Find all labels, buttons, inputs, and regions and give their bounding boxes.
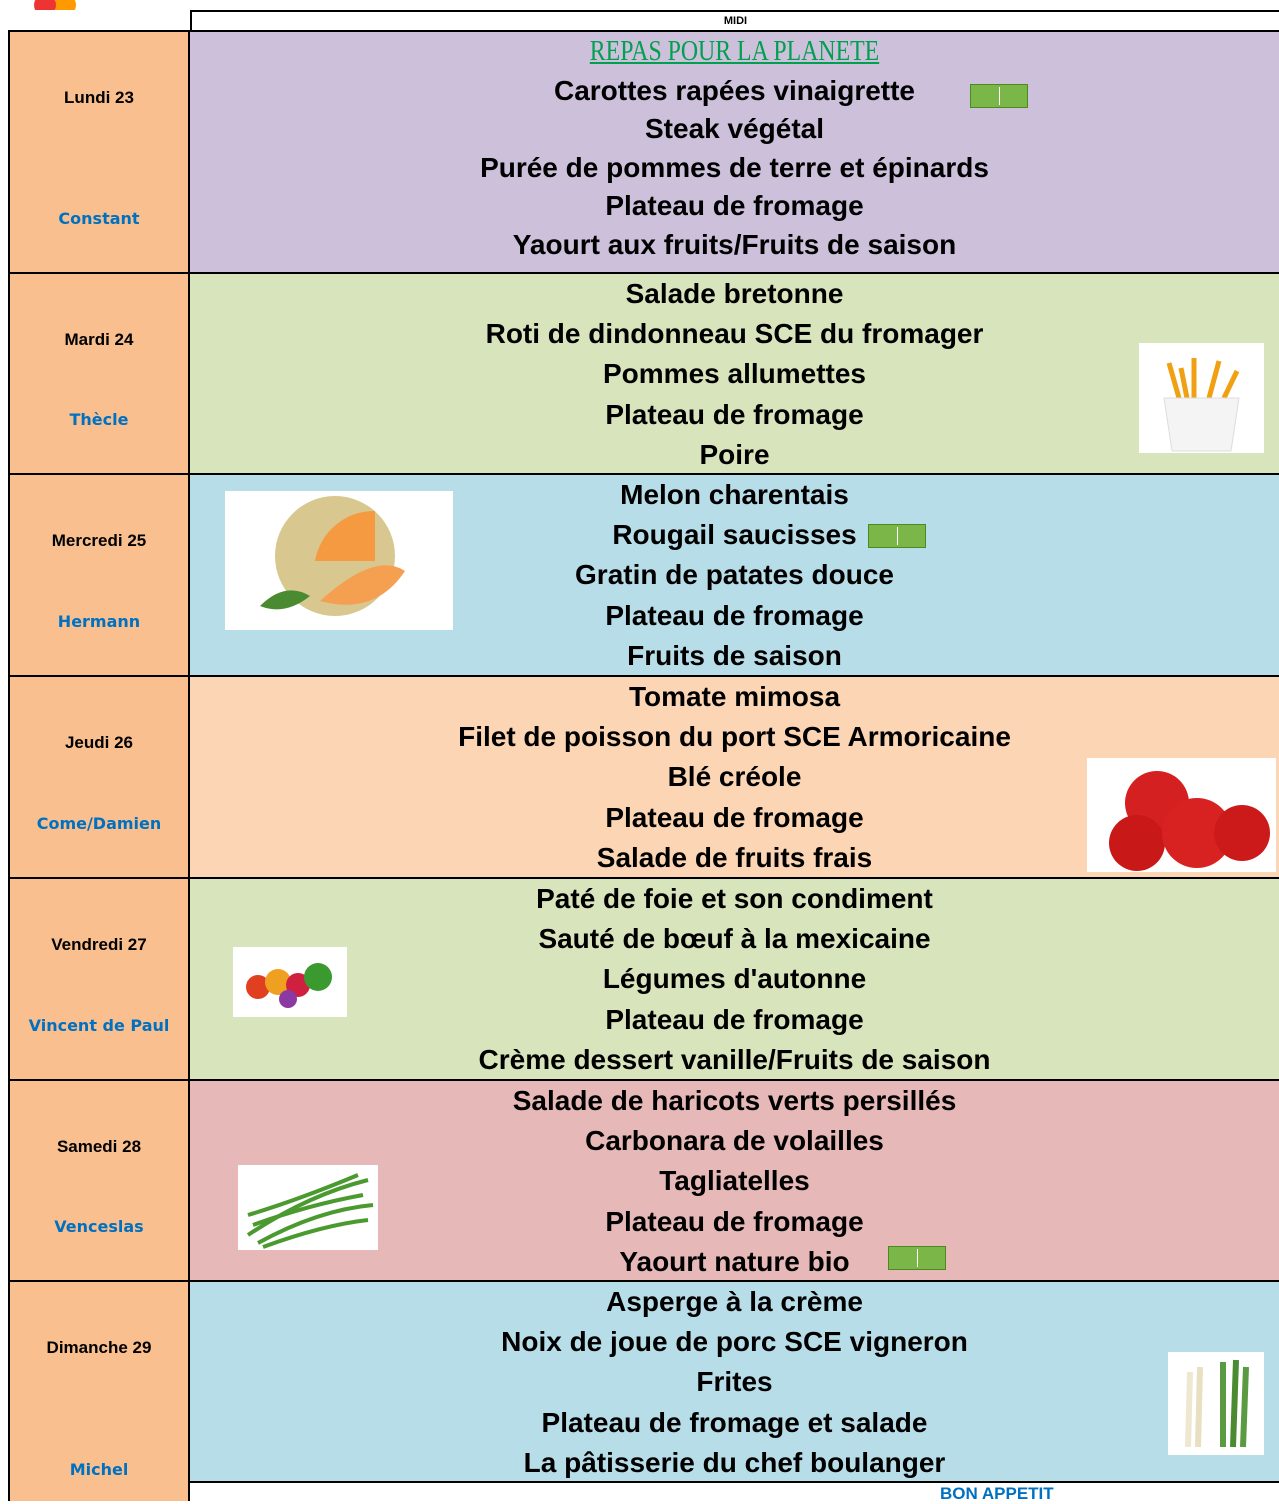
day-cell: Jeudi 26 Come/Damien <box>8 677 190 877</box>
day-name: Mercredi 25 <box>51 531 147 550</box>
menu-item: Noix de joue de porc SCE vigneron <box>501 1326 968 1358</box>
logo-icon <box>30 0 80 10</box>
bio-logo <box>888 1246 946 1270</box>
menu-item: Sauté de bœuf à la mexicaine <box>538 923 931 955</box>
day-row: Mercredi 25 Hermann Melon charentais Rougai… <box>8 473 1279 675</box>
day-row: Vendredi 27 Vincent de Paul Paté de foie e… <box>8 877 1279 1079</box>
day-cell: Dimanche 29 Michel <box>8 1282 190 1501</box>
day-row: Samedi 28 Venceslas Salade de haricots ver… <box>8 1079 1279 1280</box>
menu-item: Filet de poisson du port SCE Armoricaine <box>458 721 1011 753</box>
menu-item: Frites <box>696 1366 773 1398</box>
menu-item: Purée de pommes de terre et épinards <box>480 151 989 183</box>
menu-item: Yaourt aux fruits/Fruits de saison <box>512 228 957 260</box>
day-row: Lundi 23 Constant REPAS POUR LA PLANETE Car… <box>8 30 1279 272</box>
menu-item: Yaourt nature bio <box>619 1245 850 1277</box>
day-cell: Mardi 24 Thècle <box>8 274 190 473</box>
day-name: Dimanche 29 <box>46 1338 152 1357</box>
menu-item: Tomate mimosa <box>628 681 841 712</box>
menu-theme: REPAS POUR LA PLANETE <box>589 36 880 67</box>
menu-item: La pâtisserie du chef boulanger <box>523 1446 946 1478</box>
menu-item: Paté de foie et son condiment <box>536 883 933 914</box>
menu-item: Plateau de fromage <box>605 398 864 430</box>
tomato-image <box>1087 758 1276 872</box>
day-cell: Lundi 23 Constant <box>8 32 190 272</box>
fries-image <box>1139 343 1264 453</box>
menu-item: Fruits de saison <box>627 639 842 671</box>
day-name: Samedi 28 <box>56 1137 142 1156</box>
menu-item: Roti de dindonneau SCE du fromager <box>485 318 984 350</box>
menu-item: Gratin de patates douce <box>575 559 894 591</box>
saint-name: Thècle <box>69 410 129 429</box>
menu-cell: Paté de foie et son condiment Sauté de bœ… <box>190 879 1279 1079</box>
menu-item: Crème dessert vanille/Fruits de saison <box>478 1043 991 1075</box>
menu-item: Poire <box>699 438 770 470</box>
menu-item: Plateau de fromage <box>605 1003 864 1035</box>
table-bottom <box>190 1481 1279 1483</box>
beans-image <box>238 1165 378 1250</box>
saint-name: Constant <box>58 209 140 228</box>
saint-name: Vincent de Paul <box>28 1016 170 1035</box>
menu-item: Steak végétal <box>645 113 824 144</box>
menu-cell: Salade bretonne Roti de dindonneau SCE du… <box>190 274 1279 473</box>
menu-item: Plateau de fromage <box>605 801 864 833</box>
saint-name: Venceslas <box>54 1217 144 1236</box>
menu-cell: Asperge à la crème Noix de joue de porc S… <box>190 1282 1279 1482</box>
column-header: MIDI <box>190 10 1279 30</box>
menu-item: Asperge à la crème <box>606 1286 863 1317</box>
saint-name: Come/Damien <box>36 814 162 833</box>
day-name: Mardi 24 <box>64 330 134 349</box>
menu-item: Rougail saucisses <box>612 519 857 551</box>
menu-item: Plateau de fromage <box>605 599 864 631</box>
menu-item: Blé créole <box>667 761 802 793</box>
menu-item: Tagliatelles <box>659 1165 810 1197</box>
menu-item: Plateau de fromage <box>605 190 864 221</box>
asparagus-image <box>1168 1352 1264 1455</box>
day-row: Dimanche 29 Michel Asperge à la crème Noix … <box>8 1280 1279 1501</box>
menu-cell: REPAS POUR LA PLANETE Carottes rapées vin… <box>190 32 1279 272</box>
saint-name: Hermann <box>57 612 141 631</box>
vegetables-image <box>233 947 347 1017</box>
menu-item: Carbonara de volailles <box>585 1125 884 1157</box>
menu-item: Plateau de fromage <box>605 1205 864 1237</box>
menu-item: Salade de haricots verts persillés <box>512 1085 957 1116</box>
day-cell: Vendredi 27 Vincent de Paul <box>8 879 190 1079</box>
saint-name: Michel <box>69 1460 129 1479</box>
footer: BON APPETIT <box>940 1484 1054 1503</box>
menu-item: Salade de fruits frais <box>596 841 873 873</box>
melon-image <box>225 491 453 630</box>
menu-item: Pommes allumettes <box>603 358 866 390</box>
menu-item: Légumes d'autonne <box>602 963 867 995</box>
menu-item: Melon charentais <box>620 479 849 510</box>
day-name: Vendredi 27 <box>51 935 147 954</box>
day-cell: Mercredi 25 Hermann <box>8 475 190 675</box>
menu-item: Carottes rapées vinaigrette <box>553 74 916 106</box>
day-name: Jeudi 26 <box>64 733 134 752</box>
menu-item: Salade bretonne <box>625 278 844 309</box>
day-row: Mardi 24 Thècle Salade bretonne Roti de din… <box>8 272 1279 473</box>
bio-logo <box>970 84 1028 108</box>
day-cell: Samedi 28 Venceslas <box>8 1081 190 1280</box>
bio-logo <box>868 524 926 548</box>
menu-item: Plateau de fromage et salade <box>541 1406 928 1438</box>
day-name: Lundi 23 <box>64 88 134 107</box>
